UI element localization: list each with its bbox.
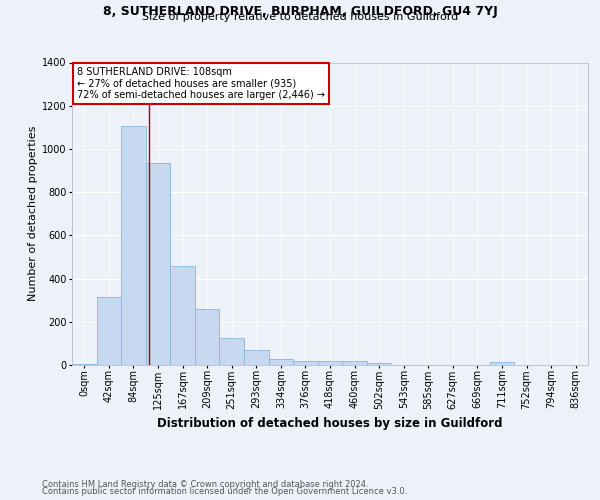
Bar [97, 297, 121, 365]
X-axis label: Distribution of detached houses by size in Guildford: Distribution of detached houses by size … [157, 417, 503, 430]
Bar [318, 360, 342, 365]
Text: Contains HM Land Registry data © Crown copyright and database right 2024.: Contains HM Land Registry data © Crown c… [42, 480, 368, 489]
Text: 8 SUTHERLAND DRIVE: 108sqm
← 27% of detached houses are smaller (935)
72% of sem: 8 SUTHERLAND DRIVE: 108sqm ← 27% of deta… [77, 67, 325, 100]
Y-axis label: Number of detached properties: Number of detached properties [28, 126, 38, 302]
Bar [269, 358, 293, 365]
Bar [146, 163, 170, 365]
Bar [293, 360, 318, 365]
Bar [121, 126, 146, 365]
Text: Contains public sector information licensed under the Open Government Licence v3: Contains public sector information licen… [42, 487, 407, 496]
Bar [244, 350, 269, 365]
Text: Size of property relative to detached houses in Guildford: Size of property relative to detached ho… [142, 12, 458, 22]
Bar [342, 360, 367, 365]
Bar [490, 362, 514, 365]
Bar [220, 338, 244, 365]
Bar [170, 266, 195, 365]
Text: 8, SUTHERLAND DRIVE, BURPHAM, GUILDFORD, GU4 7YJ: 8, SUTHERLAND DRIVE, BURPHAM, GUILDFORD,… [103, 5, 497, 18]
Bar [367, 363, 391, 365]
Bar [195, 309, 220, 365]
Bar [72, 364, 97, 365]
